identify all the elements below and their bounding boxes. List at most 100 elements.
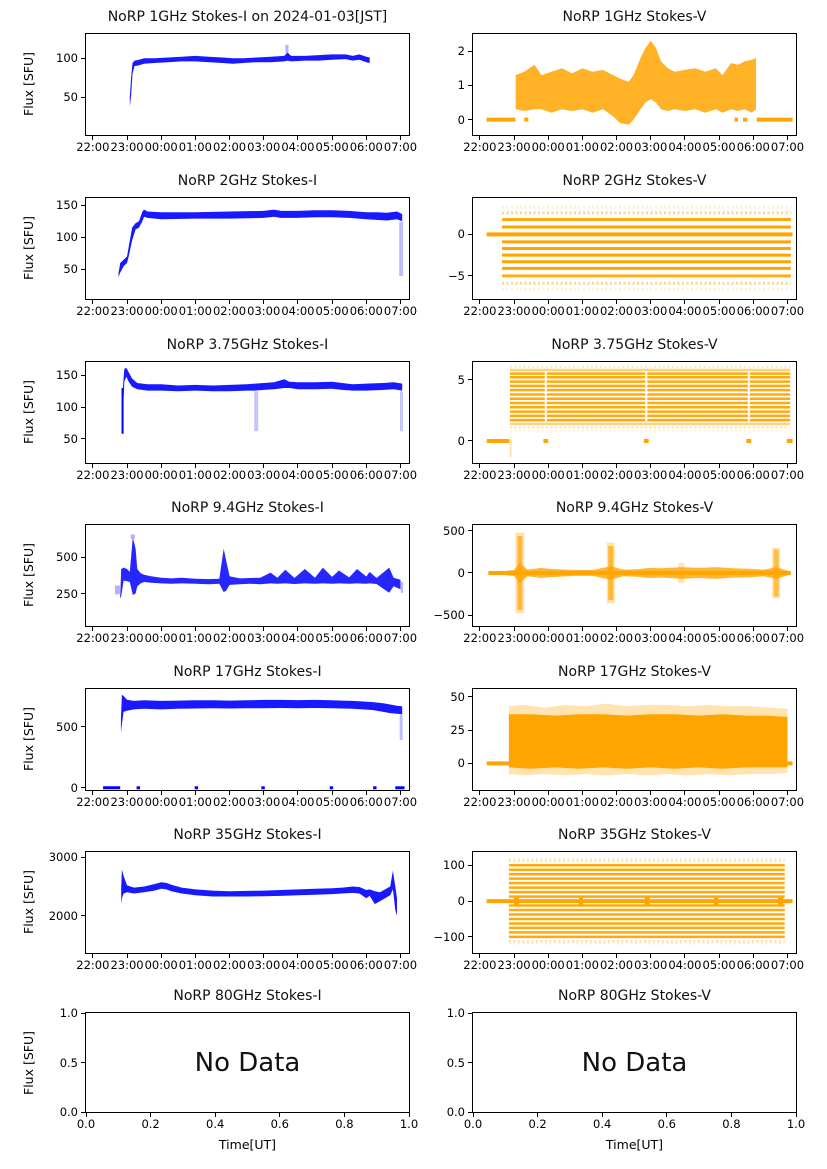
x-tick-label: 07:00 — [383, 304, 418, 318]
x-tick-mark — [229, 791, 231, 795]
x-tick-label: 06:00 — [736, 631, 770, 645]
x-tick-label: 03:00 — [247, 958, 281, 972]
plot-canvas — [472, 33, 797, 136]
plot-canvas — [85, 361, 410, 464]
plot-title: NoRP 35GHz Stokes-V — [558, 827, 711, 843]
y-axis-label: Flux [SFU] — [21, 870, 36, 935]
x-tick-label: 04:00 — [281, 958, 315, 972]
plot-canvas — [85, 688, 410, 791]
subplot-norp-80ghz-stokes-v: NoRP 80GHz Stokes-V No Data Time[UT] 0.0… — [413, 979, 827, 1169]
x-tick-mark — [343, 1113, 345, 1117]
x-tick-mark — [616, 300, 618, 304]
x-tick-mark — [331, 627, 333, 631]
y-tick-label: 50 — [63, 262, 78, 277]
x-tick-label: 06:00 — [349, 958, 383, 972]
x-tick-mark — [297, 954, 299, 958]
x-tick-mark — [650, 464, 652, 468]
x-tick-label: 23:00 — [497, 468, 531, 482]
x-tick-mark — [513, 300, 515, 304]
y-tick-mark — [81, 374, 85, 376]
y-tick-label: 5 — [457, 372, 465, 387]
x-tick-label: 02:00 — [212, 631, 247, 645]
y-tick-label: 50 — [450, 689, 465, 704]
x-tick-mark — [399, 627, 401, 631]
x-tick-label: 23:00 — [497, 958, 531, 972]
subplot-norp-35ghz-stokes-v: NoRP 35GHz Stokes-V 22:00 23:00 00:00 01:00… — [413, 818, 827, 982]
y-tick-mark — [81, 268, 85, 270]
x-tick-label: 07:00 — [383, 140, 418, 154]
x-tick-label: 05:00 — [702, 468, 736, 482]
x-tick-mark — [547, 627, 549, 631]
y-tick-mark — [468, 84, 472, 86]
x-tick-label: 07:00 — [383, 631, 418, 645]
x-tick-mark — [547, 791, 549, 795]
x-tick-label: 02:00 — [599, 958, 634, 972]
x-tick-label: 22:00 — [76, 958, 110, 972]
y-tick-mark — [468, 119, 472, 121]
y-tick-mark — [468, 1012, 472, 1014]
x-tick-label: 06:00 — [349, 795, 383, 809]
x-tick-label: 03:00 — [247, 140, 281, 154]
x-tick-label: 23:00 — [497, 795, 531, 809]
x-tick-label: 23:00 — [110, 795, 144, 809]
y-tick-label: 150 — [56, 368, 78, 383]
y-tick-label: 0 — [457, 756, 465, 771]
x-tick-mark — [408, 1113, 410, 1117]
x-tick-label: 04:00 — [281, 795, 315, 809]
x-tick-mark — [126, 300, 128, 304]
x-axis-label: Time[UT] — [218, 1137, 277, 1152]
x-tick-label: 22:00 — [76, 140, 110, 154]
plot-title: NoRP 3.75GHz Stokes-I — [166, 337, 329, 353]
x-tick-label: 22:00 — [76, 795, 110, 809]
x-tick-mark — [126, 136, 128, 140]
x-tick-label: 00:00 — [531, 958, 565, 972]
x-tick-label: 04:00 — [668, 795, 702, 809]
x-tick-label: 04:00 — [281, 304, 315, 318]
x-tick-mark — [297, 464, 299, 468]
subplot-norp-2ghz-stokes-i: NoRP 2GHz Stokes-I Flux [SFU] 22:00 23:00… — [0, 164, 417, 328]
x-tick-label: 22:00 — [463, 140, 497, 154]
plot-title: NoRP 1GHz Stokes-V — [562, 9, 707, 25]
x-tick-mark — [684, 627, 686, 631]
x-tick-mark — [194, 791, 196, 795]
x-tick-mark — [399, 464, 401, 468]
x-tick-label: 23:00 — [497, 304, 531, 318]
x-tick-label: 03:00 — [634, 958, 668, 972]
plot-canvas: No Data — [85, 1012, 410, 1113]
x-tick-mark — [479, 136, 481, 140]
y-tick-mark — [81, 204, 85, 206]
x-tick-label: 23:00 — [110, 468, 144, 482]
x-tick-mark — [547, 464, 549, 468]
x-tick-mark — [786, 300, 788, 304]
x-tick-label: 03:00 — [634, 468, 668, 482]
x-tick-label: 0.6 — [270, 1117, 289, 1131]
plot-title: NoRP 9.4GHz Stokes-V — [555, 500, 714, 516]
x-tick-mark — [581, 300, 583, 304]
y-axis-label: Flux [SFU] — [21, 707, 36, 772]
x-tick-mark — [194, 627, 196, 631]
x-tick-label: 04:00 — [668, 958, 702, 972]
x-tick-label: 05:00 — [315, 140, 349, 154]
x-tick-mark — [126, 464, 128, 468]
y-tick-label: 3000 — [48, 850, 78, 864]
x-tick-label: 03:00 — [247, 795, 281, 809]
y-tick-mark — [81, 915, 85, 917]
y-tick-label: −5 — [448, 268, 465, 283]
y-tick-mark — [468, 1111, 472, 1113]
x-tick-mark — [331, 300, 333, 304]
y-tick-label: 500 — [443, 523, 465, 538]
x-tick-mark — [160, 954, 162, 958]
x-tick-mark — [126, 627, 128, 631]
x-tick-label: 00:00 — [144, 958, 178, 972]
subplot-norp-80ghz-stokes-i: NoRP 80GHz Stokes-I Flux [SFU] No Data T… — [0, 979, 418, 1169]
x-tick-label: 06:00 — [736, 304, 770, 318]
subplot-norp-2ghz-stokes-v: NoRP 2GHz Stokes-V 22:00 23:00 00:00 01:00 0… — [413, 164, 827, 328]
x-tick-label: 02:00 — [599, 795, 634, 809]
x-tick-mark — [263, 300, 265, 304]
plot-title: NoRP 2GHz Stokes-V — [562, 173, 707, 189]
plot-title: NoRP 2GHz Stokes-I — [177, 173, 318, 189]
x-tick-label: 06:00 — [736, 958, 770, 972]
y-tick-label: 2 — [457, 44, 465, 59]
y-tick-mark — [468, 729, 472, 731]
x-tick-mark — [194, 464, 196, 468]
